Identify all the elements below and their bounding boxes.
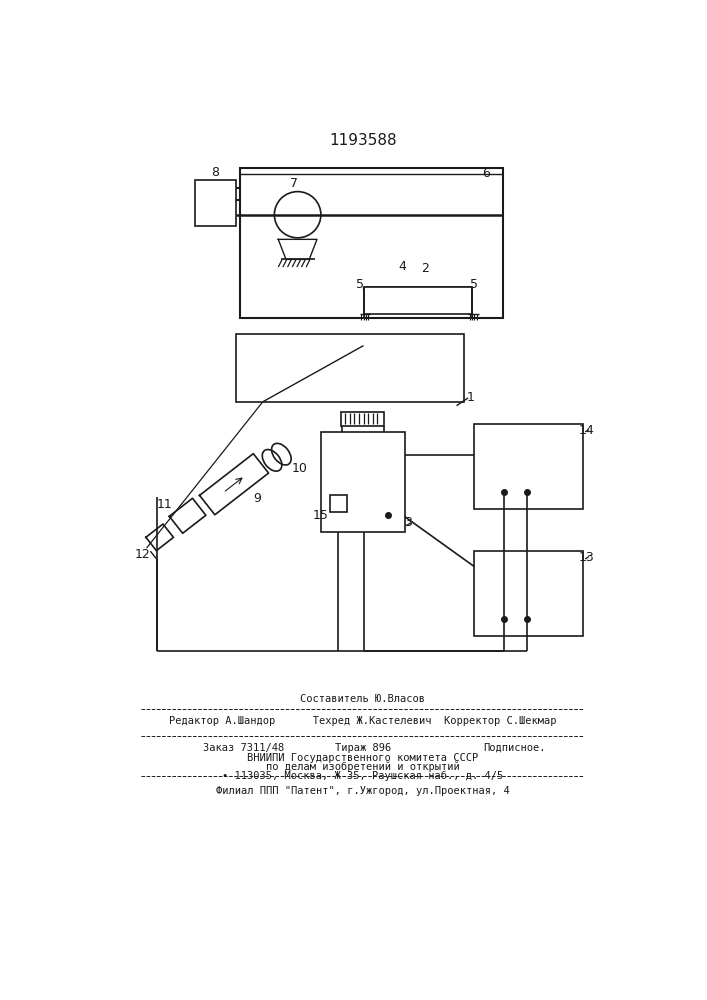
Text: 10: 10 (292, 462, 308, 475)
Text: 2: 2 (421, 262, 429, 275)
Bar (363, 287, 472, 314)
Text: 12: 12 (135, 548, 151, 561)
Polygon shape (279, 239, 317, 259)
Text: 4: 4 (398, 260, 407, 273)
Text: по делам изобретений и открытий: по делам изобретений и открытий (266, 762, 460, 772)
Text: Составитель Ю.Власов: Составитель Ю.Власов (300, 694, 425, 704)
Text: 14: 14 (579, 424, 595, 437)
Bar (195, 180, 235, 226)
Text: 7: 7 (290, 177, 298, 190)
Text: Филиал ППП "Патент", г.Ужгород, ул.Проектная, 4: Филиал ППП "Патент", г.Ужгород, ул.Проек… (216, 786, 510, 796)
Text: Подписное.: Подписное. (484, 743, 546, 753)
Text: 8: 8 (211, 166, 219, 179)
Text: Тираж 896: Тираж 896 (334, 743, 391, 753)
Bar (474, 424, 583, 509)
Text: 11: 11 (156, 498, 173, 512)
Text: 1193588: 1193588 (329, 133, 397, 148)
Text: 6: 6 (482, 167, 490, 180)
Text: 9: 9 (253, 492, 262, 505)
Bar (240, 168, 503, 318)
Bar (321, 432, 404, 532)
Text: • 113035, Москва, Ж-35, Раушская наб., д. 4/5: • 113035, Москва, Ж-35, Раушская наб., д… (222, 771, 503, 781)
Text: 15: 15 (313, 509, 329, 522)
Text: Редактор А.Шандор      Техред Ж.Кастелевич  Корректор С.Шекмар: Редактор А.Шандор Техред Ж.Кастелевич Ко… (169, 716, 556, 726)
Text: 5: 5 (470, 278, 479, 291)
Text: Заказ 7311/48: Заказ 7311/48 (203, 743, 284, 753)
Text: ВНИИПИ Государственного комитета СССР: ВНИИПИ Государственного комитета СССР (247, 753, 479, 763)
Bar (330, 495, 347, 512)
Text: 3: 3 (404, 516, 412, 529)
Text: 13: 13 (579, 551, 595, 564)
Bar (474, 551, 583, 636)
Text: 1: 1 (467, 391, 474, 404)
Text: 5: 5 (356, 278, 363, 291)
Bar (235, 334, 464, 402)
Bar (341, 412, 384, 426)
